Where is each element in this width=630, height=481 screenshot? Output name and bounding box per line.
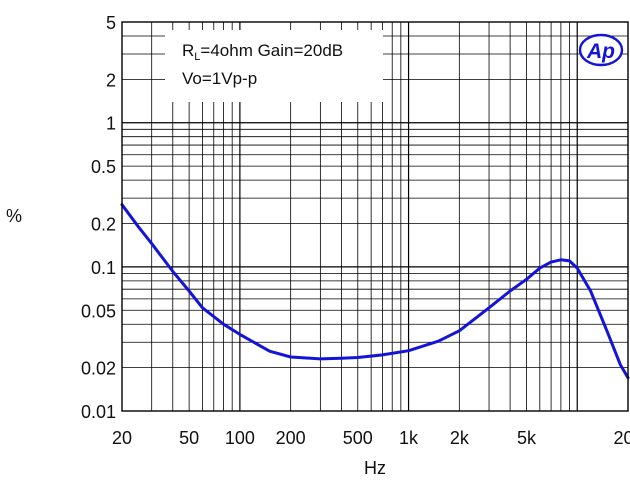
- y-tick-label: 0.05: [81, 301, 116, 321]
- x-axis-title: Hz: [364, 458, 386, 478]
- annotation-line-1-prefix: R: [182, 41, 194, 60]
- y-tick-label: 2: [106, 70, 116, 90]
- x-tick-label: 20: [112, 428, 132, 448]
- series-line: [120, 203, 630, 380]
- x-tick-label: 50: [179, 428, 199, 448]
- x-tick-label: 200: [276, 428, 306, 448]
- y-tick-label: 0.5: [91, 157, 116, 177]
- y-tick-label: 5: [106, 13, 116, 33]
- y-tick-label: 0.2: [91, 214, 116, 234]
- x-tick-label: 100: [225, 428, 255, 448]
- ap-logo: Ap: [578, 33, 624, 67]
- x-tick-label: 1k: [399, 428, 419, 448]
- series-curves: [120, 203, 630, 380]
- y-tick-labels: 0.01 0.02 0.05 0.1 0.2 0.5 1 2 5: [81, 13, 116, 422]
- annotation-line-1: RL=4ohm Gain=20dB: [182, 41, 343, 63]
- annotation-line-1-rest: =4ohm Gain=20dB: [200, 41, 343, 60]
- annotation-line-2: Vo=1Vp-p: [182, 69, 257, 88]
- ap-logo-ring: [578, 33, 624, 67]
- y-tick-label: 0.01: [81, 402, 116, 422]
- x-tick-labels: 20 50 100 200 500 1k 2k 5k 20k: [112, 428, 630, 448]
- y-axis-title: %: [6, 206, 22, 226]
- y-tick-label: 1: [106, 114, 116, 134]
- x-tick-label: 20k: [613, 428, 630, 448]
- x-tick-label: 500: [343, 428, 373, 448]
- y-tick-label: 0.1: [91, 258, 116, 278]
- y-tick-label: 0.02: [81, 359, 116, 379]
- x-tick-label: 2k: [450, 428, 470, 448]
- annotation-box: RL=4ohm Gain=20dB Vo=1Vp-p: [165, 30, 383, 102]
- ap-logo-text: Ap: [586, 40, 615, 63]
- annotation-background: [165, 30, 383, 102]
- plot-frame: [121, 21, 629, 412]
- annotation-line-1-subscript: L: [194, 51, 200, 63]
- x-tick-label: 5k: [517, 428, 537, 448]
